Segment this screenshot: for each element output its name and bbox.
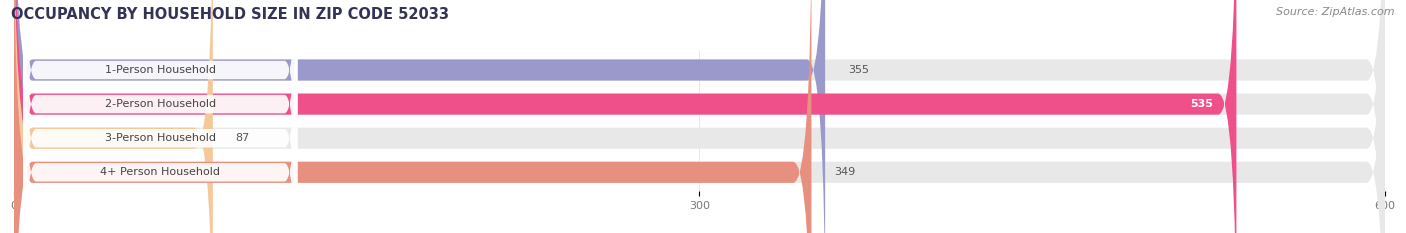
FancyBboxPatch shape xyxy=(14,0,825,233)
Text: OCCUPANCY BY HOUSEHOLD SIZE IN ZIP CODE 52033: OCCUPANCY BY HOUSEHOLD SIZE IN ZIP CODE … xyxy=(11,7,450,22)
Text: 349: 349 xyxy=(834,167,855,177)
FancyBboxPatch shape xyxy=(22,0,298,233)
FancyBboxPatch shape xyxy=(14,0,1385,233)
Text: 4+ Person Household: 4+ Person Household xyxy=(100,167,221,177)
Text: 2-Person Household: 2-Person Household xyxy=(104,99,217,109)
FancyBboxPatch shape xyxy=(22,0,298,233)
FancyBboxPatch shape xyxy=(14,0,212,233)
Text: 535: 535 xyxy=(1191,99,1213,109)
FancyBboxPatch shape xyxy=(14,0,1385,233)
Text: Source: ZipAtlas.com: Source: ZipAtlas.com xyxy=(1277,7,1395,17)
Text: 1-Person Household: 1-Person Household xyxy=(105,65,215,75)
FancyBboxPatch shape xyxy=(14,0,1385,233)
FancyBboxPatch shape xyxy=(22,0,298,233)
Text: 3-Person Household: 3-Person Household xyxy=(105,133,215,143)
Text: 355: 355 xyxy=(848,65,869,75)
Text: 87: 87 xyxy=(236,133,250,143)
FancyBboxPatch shape xyxy=(22,0,298,233)
FancyBboxPatch shape xyxy=(14,0,1236,233)
FancyBboxPatch shape xyxy=(14,0,811,233)
FancyBboxPatch shape xyxy=(14,0,1385,233)
